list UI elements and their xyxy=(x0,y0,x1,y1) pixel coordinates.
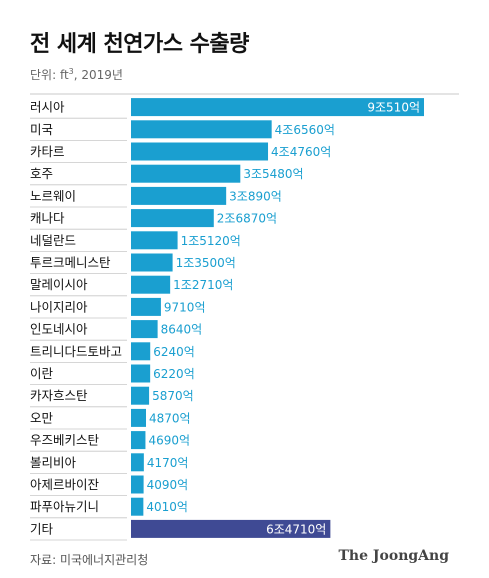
bar xyxy=(131,342,151,361)
value-label: 4조6560억 xyxy=(275,123,335,137)
category-label: 말레이시아 xyxy=(30,277,88,292)
category-label: 네덜란드 xyxy=(30,233,76,248)
category-label: 파푸아뉴기니 xyxy=(30,499,99,514)
value-label: 3조890억 xyxy=(229,189,282,203)
category-label: 이란 xyxy=(30,366,54,381)
bar xyxy=(131,320,158,339)
bar xyxy=(131,364,151,383)
category-label: 기타 xyxy=(30,521,54,536)
value-label: 4690억 xyxy=(148,434,190,448)
value-label: 3조5480억 xyxy=(243,167,303,181)
bar xyxy=(131,275,171,294)
category-label: 캐나다 xyxy=(30,211,65,226)
unit-note: 단위: ft3, 2019년 xyxy=(30,66,123,83)
brand-logo: The JoongAng xyxy=(338,548,449,564)
category-label: 볼리비아 xyxy=(30,455,77,470)
bar xyxy=(131,475,144,494)
bar xyxy=(131,98,424,117)
value-label: 8640억 xyxy=(161,323,203,337)
value-label: 4010억 xyxy=(146,500,188,514)
bar xyxy=(131,497,144,516)
category-label: 트리니다드토바고 xyxy=(30,344,122,359)
category-label: 노르웨이 xyxy=(30,188,76,203)
chart-title: 전 세계 천연가스 수출량 xyxy=(30,32,249,57)
value-label: 1조3500억 xyxy=(176,256,236,270)
category-label: 투르크메니스탄 xyxy=(30,255,111,270)
value-label: 1조5120억 xyxy=(181,234,241,248)
unit-prefix: 단위: ft xyxy=(30,68,69,82)
category-label: 우즈베키스탄 xyxy=(30,433,100,448)
value-label: 4870억 xyxy=(149,411,191,425)
value-label: 6240억 xyxy=(153,345,195,359)
bar xyxy=(131,120,272,139)
category-label: 카타르 xyxy=(30,144,65,159)
category-label: 오만 xyxy=(30,410,54,425)
value-label: 4조4760억 xyxy=(271,145,331,159)
bar xyxy=(131,209,214,228)
category-label: 러시아 xyxy=(30,100,65,115)
bar xyxy=(131,142,269,161)
value-label: 2조6870억 xyxy=(217,212,277,226)
category-label: 호주 xyxy=(30,166,53,181)
category-label: 카자흐스탄 xyxy=(30,388,88,403)
category-label: 인도네시아 xyxy=(30,322,88,337)
unit-superscript: 3 xyxy=(68,67,74,76)
bar xyxy=(131,408,147,427)
value-label: 1조2710억 xyxy=(173,278,233,292)
category-label: 아제르바이잔 xyxy=(30,477,100,492)
bar xyxy=(131,386,150,405)
value-label: 4170억 xyxy=(147,456,189,470)
value-label: 6조4710억 xyxy=(266,522,326,536)
value-label: 9조510억 xyxy=(367,101,420,115)
bar xyxy=(131,164,241,183)
unit-suffix: , 2019년 xyxy=(73,68,123,82)
source-note: 자료: 미국에너지관리청 xyxy=(30,553,149,567)
bar xyxy=(131,519,331,538)
value-label: 4090억 xyxy=(147,478,189,492)
bar xyxy=(131,231,178,250)
value-label: 6220억 xyxy=(153,367,195,381)
value-label: 5870억 xyxy=(152,389,194,403)
bar xyxy=(131,253,173,272)
category-label: 나이지리아 xyxy=(30,299,88,314)
category-label: 미국 xyxy=(30,122,53,137)
value-label: 9710억 xyxy=(164,300,206,314)
bar xyxy=(131,297,161,316)
bar xyxy=(131,431,146,450)
bar xyxy=(131,186,227,205)
bar xyxy=(131,453,144,472)
